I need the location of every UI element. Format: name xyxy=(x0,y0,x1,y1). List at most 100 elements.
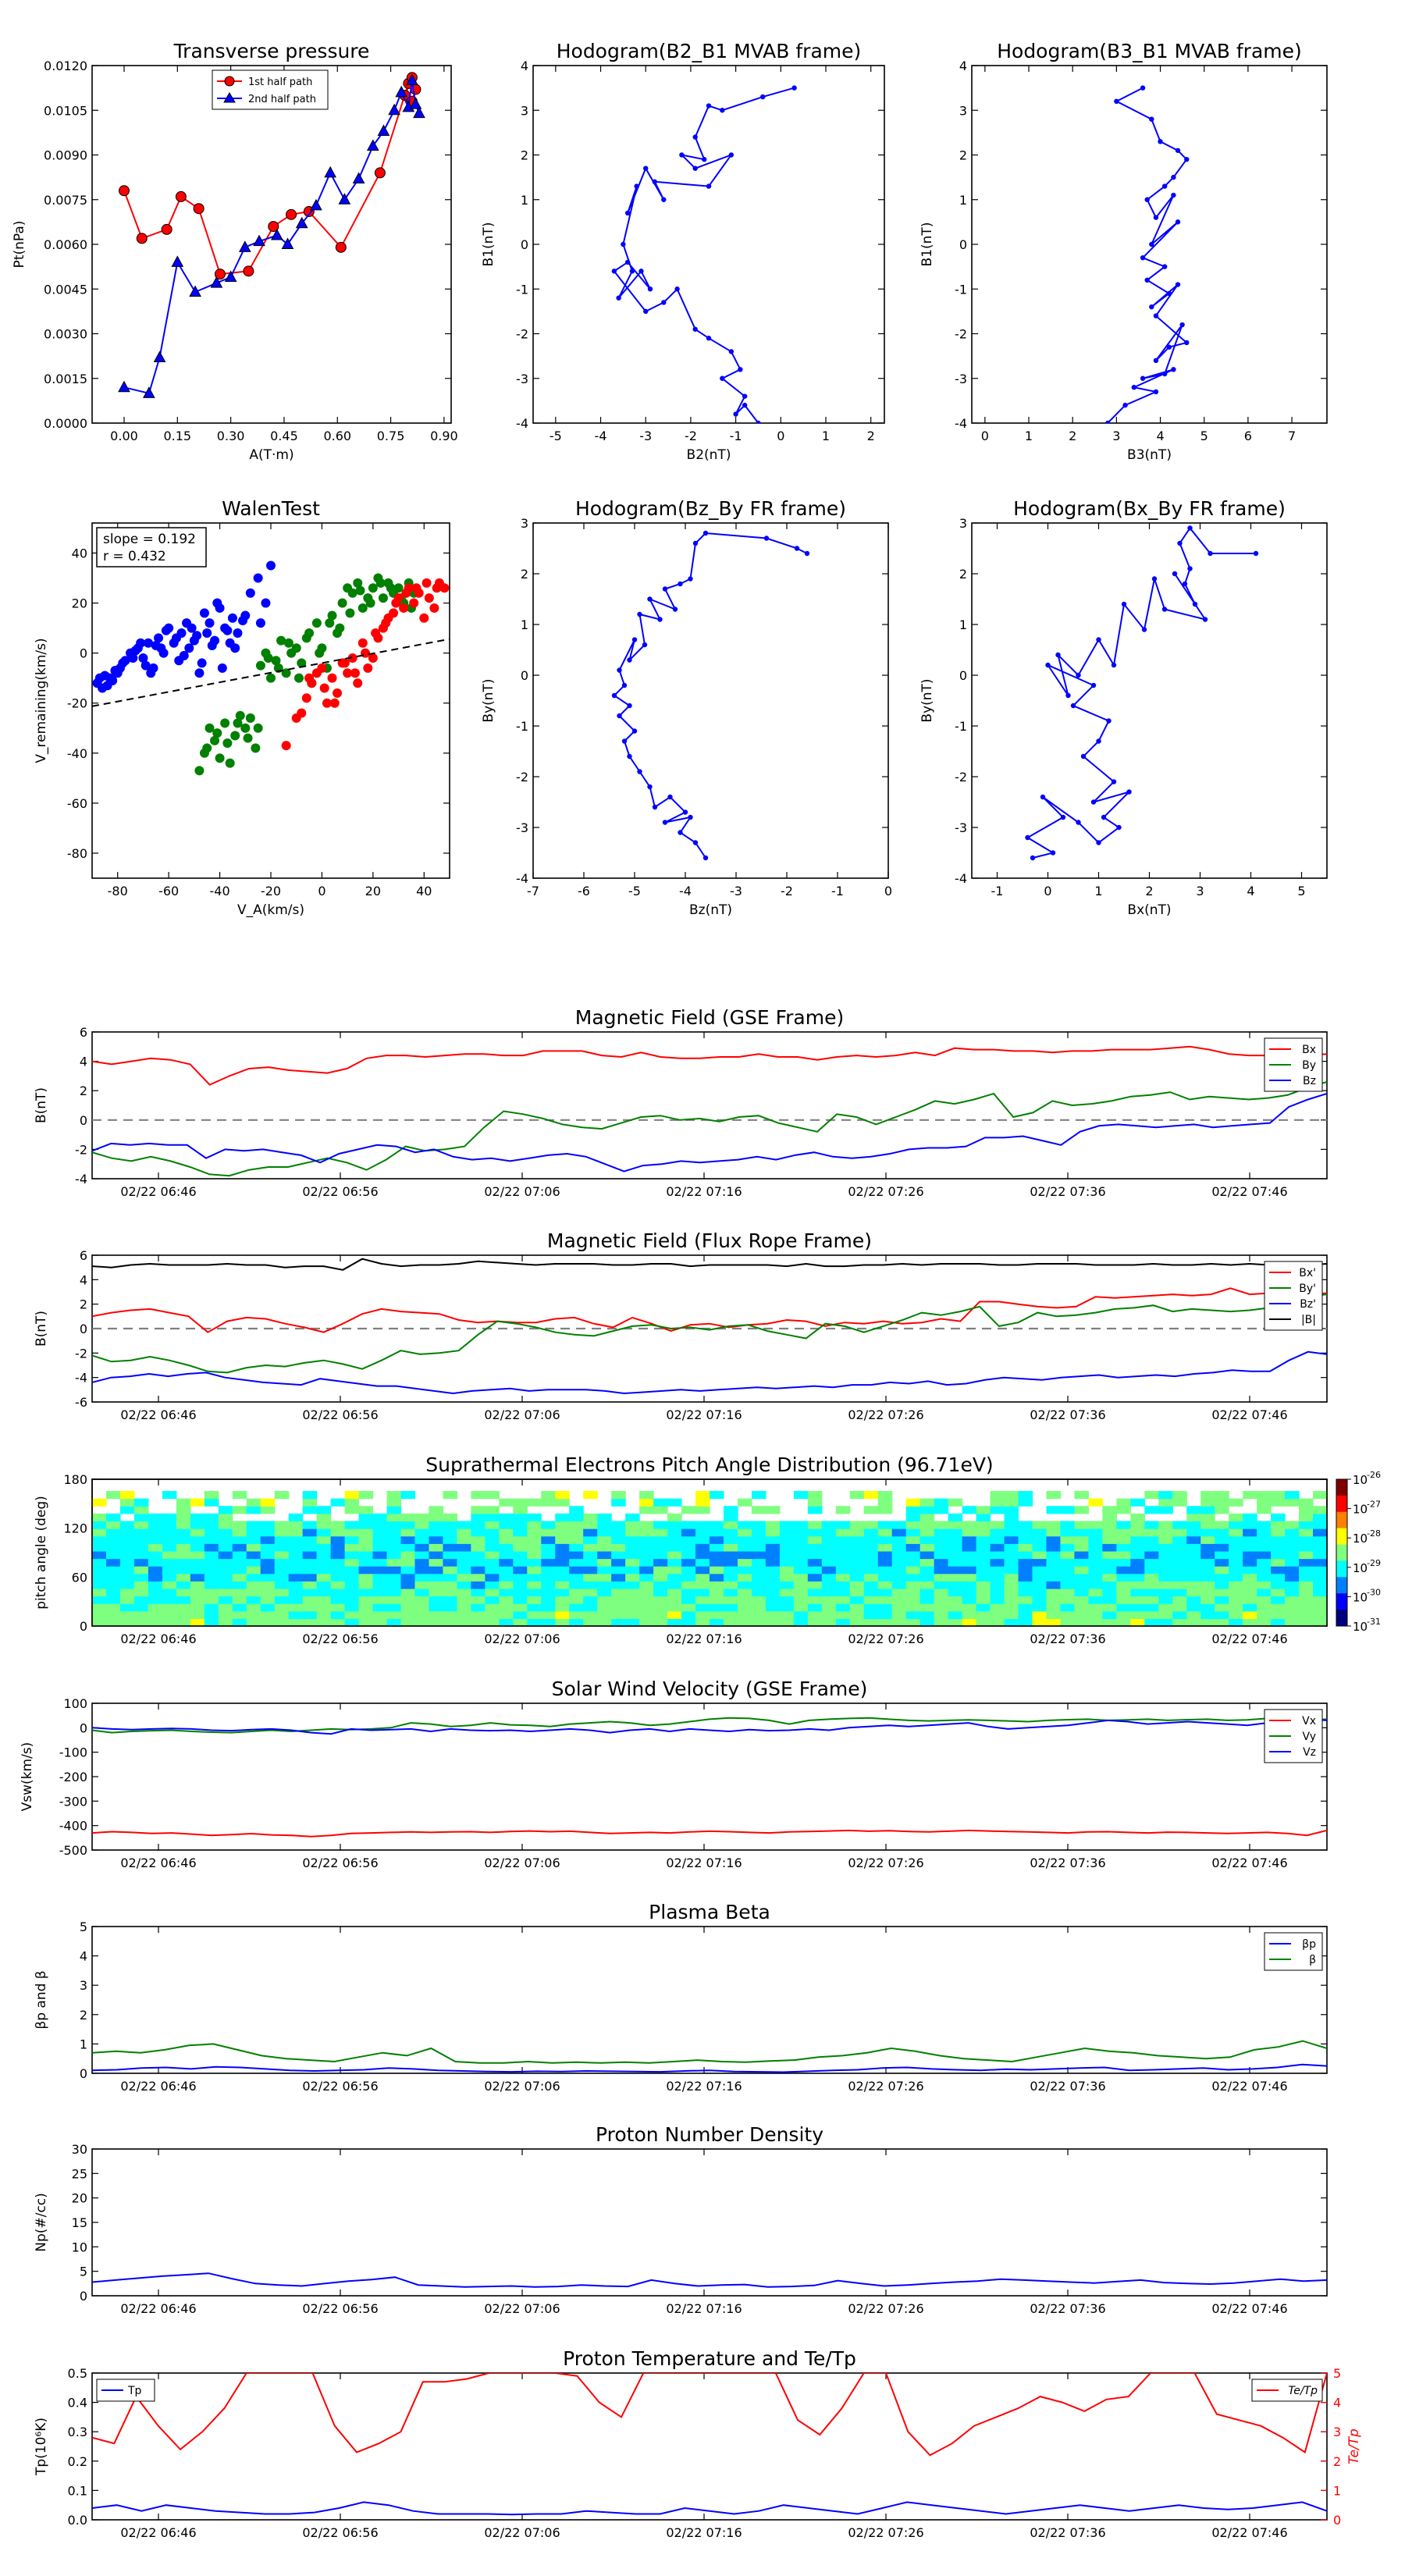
heatmap-cell xyxy=(358,1603,374,1612)
y-tick-label: 5 xyxy=(80,1920,87,1934)
data-point xyxy=(184,643,194,653)
heatmap-cell xyxy=(1060,1573,1076,1582)
heatmap-cell xyxy=(358,1513,374,1522)
heatmap-cell xyxy=(1116,1566,1131,1574)
y-tick-label: 1 xyxy=(80,2037,87,2051)
heatmap-cell xyxy=(372,1566,388,1574)
heatmap-cell xyxy=(695,1588,710,1597)
heatmap-cell xyxy=(105,1491,121,1500)
data-point xyxy=(371,628,381,638)
heatmap-cell xyxy=(1102,1603,1117,1612)
heatmap-cell xyxy=(176,1550,191,1560)
heatmap-cell xyxy=(625,1603,640,1612)
heatmap-cell xyxy=(793,1558,809,1567)
heatmap-cell xyxy=(386,1573,402,1582)
data-point xyxy=(333,688,343,698)
heatmap-cell xyxy=(751,1491,767,1500)
heatmap-cell xyxy=(583,1558,598,1567)
heatmap-cell xyxy=(765,1588,781,1597)
y-tick-label: 0.0105 xyxy=(44,103,87,118)
data-point xyxy=(266,560,276,571)
heatmap-cell xyxy=(597,1588,612,1597)
y-tick-label: -2 xyxy=(955,770,967,785)
data-point xyxy=(118,380,130,393)
y-tick-label: 0 xyxy=(521,237,528,252)
series-line-By' xyxy=(92,1293,1327,1374)
heatmap-cell xyxy=(1130,1588,1145,1597)
heatmap-cell xyxy=(1271,1566,1286,1574)
heatmap-cell xyxy=(1229,1618,1243,1627)
data-point xyxy=(1175,282,1181,287)
heatmap-cell xyxy=(1215,1543,1229,1552)
heatmap-cell xyxy=(948,1543,963,1552)
chart-title: Hodogram(Bx_By FR frame) xyxy=(1013,497,1286,520)
chart-vsw: Solar Wind Velocity (GSE Frame)-500-400-… xyxy=(20,1678,1328,1870)
heatmap-cell xyxy=(330,1581,346,1589)
heatmap-cell xyxy=(1060,1535,1076,1544)
data-point xyxy=(419,613,429,623)
colorbar-base: 10 xyxy=(1353,1561,1368,1575)
data-point xyxy=(1141,627,1147,632)
heatmap-cell xyxy=(1032,1528,1048,1537)
chart-title: Magnetic Field (GSE Frame) xyxy=(575,1006,844,1029)
heatmap-cell xyxy=(302,1521,318,1529)
heatmap-cell xyxy=(1172,1596,1187,1604)
x-tick-label: 02/22 07:36 xyxy=(1030,1407,1105,1422)
heatmap-cell xyxy=(246,1543,261,1552)
heatmap-cell xyxy=(1215,1521,1229,1529)
data-point xyxy=(1140,254,1146,261)
heatmap-cell xyxy=(849,1566,865,1574)
heatmap-cell xyxy=(555,1491,570,1500)
heatmap-cell xyxy=(527,1596,542,1604)
heatmap-cell xyxy=(246,1573,261,1582)
heatmap-cell xyxy=(1144,1596,1159,1604)
heatmap-cell xyxy=(499,1588,514,1597)
heatmap-cell xyxy=(681,1596,696,1604)
heatmap-cell xyxy=(653,1506,668,1514)
heatmap-cell xyxy=(1243,1588,1257,1597)
data-point xyxy=(742,402,748,408)
heatmap-cell xyxy=(414,1535,430,1544)
heatmap-cell xyxy=(400,1603,416,1612)
heatmap-cell xyxy=(133,1610,149,1619)
scatter-points xyxy=(92,560,450,776)
heatmap-cell xyxy=(386,1506,402,1514)
heatmap-cell xyxy=(302,1550,318,1560)
y-tick-label: 0.5 xyxy=(68,2366,87,2381)
heatmap-cell xyxy=(429,1506,444,1514)
heatmap-cell xyxy=(625,1581,640,1589)
data-point xyxy=(1030,855,1036,861)
data-point xyxy=(661,197,667,202)
heatmap-cell xyxy=(246,1535,261,1544)
heatmap-cell xyxy=(1243,1543,1257,1552)
data-point xyxy=(662,820,668,825)
legend-label: Vx xyxy=(1302,1715,1316,1727)
heatmap-cell xyxy=(1285,1558,1300,1567)
heatmap-cell xyxy=(1229,1528,1243,1537)
heatmap-cell xyxy=(541,1596,556,1604)
heatmap-cell xyxy=(302,1588,318,1597)
heatmap-cell xyxy=(667,1566,682,1574)
heatmap-cell xyxy=(190,1521,205,1529)
heatmap-cell xyxy=(471,1596,486,1604)
heatmap-cell xyxy=(485,1596,500,1604)
data-point xyxy=(153,350,166,363)
heatmap-cell xyxy=(527,1603,542,1612)
heatmap-cell xyxy=(681,1581,696,1589)
heatmap-cell xyxy=(934,1566,949,1574)
heatmap-cell xyxy=(569,1506,584,1514)
data-point xyxy=(1144,197,1150,202)
heatmap-cell xyxy=(793,1603,809,1612)
heatmap-cell xyxy=(218,1573,233,1582)
x-tick-label: 02/22 07:26 xyxy=(848,1184,923,1199)
x-tick-label: 02/22 07:06 xyxy=(484,2525,560,2540)
x-tick-label: -7 xyxy=(527,884,539,898)
heatmap-cell xyxy=(934,1528,949,1537)
data-point xyxy=(215,753,225,763)
heatmap-cell xyxy=(639,1610,654,1619)
heatmap-cell xyxy=(148,1535,163,1544)
x-tick-label: 02/22 06:56 xyxy=(302,1407,378,1422)
heatmap-cell xyxy=(527,1588,542,1597)
heatmap-cell xyxy=(779,1566,795,1574)
